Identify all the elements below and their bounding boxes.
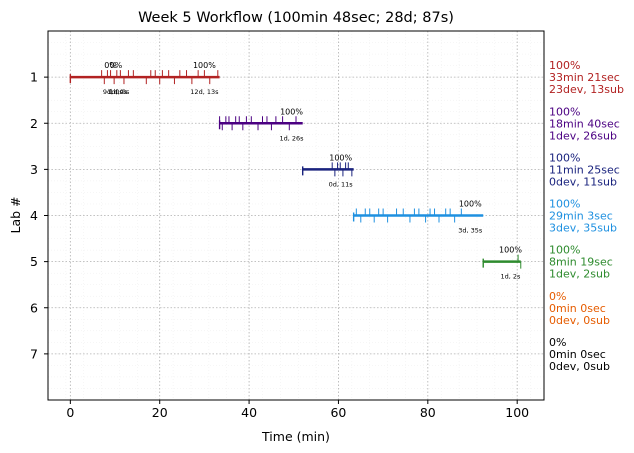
lab-4-annotation: 100%: [459, 200, 482, 209]
lab-2-summary-line: 100%: [549, 105, 580, 118]
lab-5-annotation: 1d, 2s: [501, 273, 522, 281]
lab-6-summary-line: 0dev, 0sub: [549, 314, 610, 327]
x-tick-label: 100: [505, 405, 529, 420]
lab-7-summary-line: 0min 0sec: [549, 348, 606, 361]
lab-3-summary-line: 11min 25sec: [549, 163, 620, 176]
x-axis-label: Time (min): [261, 429, 330, 444]
lab-6-summary-line: 0min 0sec: [549, 302, 606, 315]
lab-3-summary-line: 0dev, 11sub: [549, 175, 617, 188]
y-tick-label: 6: [30, 300, 38, 315]
lab-2-summary-line: 18min 40sec: [549, 117, 620, 130]
x-tick-label: 0: [66, 405, 74, 420]
lab-6-summary-line: 0%: [549, 290, 566, 303]
lab-4-summary-line: 100%: [549, 198, 580, 211]
lab-2-annotation: 100%: [280, 107, 303, 116]
lab-5-summary-line: 8min 19sec: [549, 256, 613, 269]
lab-1-annotation: 0%: [104, 61, 117, 70]
lab-3-summary-line: 100%: [549, 151, 580, 164]
lab-1-summary-line: 23dev, 13sub: [549, 83, 624, 96]
y-axis-ticks: 1 2 3 4 5 6 7: [30, 70, 48, 361]
lab-3-annotation: 0d, 11s: [329, 180, 354, 188]
lab-1-annotation: 1d, 0s: [107, 88, 128, 96]
y-tick-label: 3: [30, 162, 38, 177]
lab-4-summary-line: 3dev, 35sub: [549, 222, 617, 235]
y-tick-label: 7: [30, 346, 38, 361]
lab-1-summary-line: 33min 21sec: [549, 71, 620, 84]
lab-1-annotation: 1d, 0s: [110, 88, 131, 96]
y-tick-label: 1: [30, 70, 38, 85]
lab-5-summary-line: 100%: [549, 244, 580, 257]
lab-1-summary-line: 100%: [549, 59, 580, 72]
lab-1-annotation: 9d, 0s: [103, 88, 124, 96]
lab-1-annotation: 0%: [110, 61, 123, 70]
x-tick-label: 60: [330, 405, 346, 420]
lab-1-annotation: 100%: [193, 61, 216, 70]
x-axis-ticks: 0 20 40 60 80 100: [66, 400, 529, 420]
x-tick-label: 80: [420, 405, 436, 420]
y-tick-label: 4: [30, 208, 38, 223]
lab-4-annotation: 3d, 35s: [458, 227, 483, 235]
lab-7-summary-line: 0%: [549, 336, 566, 349]
lab-5-summary-line: 1dev, 2sub: [549, 268, 610, 281]
lab-2-annotation: 1d, 26s: [280, 134, 305, 142]
lab-4-summary-line: 29min 3sec: [549, 210, 613, 223]
lab-2-summary-line: 1dev, 26sub: [549, 129, 617, 142]
lab-5-annotation: 100%: [499, 246, 522, 255]
x-tick-label: 20: [152, 405, 168, 420]
chart-title: Week 5 Workflow (100min 48sec; 28d; 87s): [138, 10, 454, 26]
lab-7-summary-line: 0dev, 0sub: [549, 360, 610, 373]
y-tick-label: 5: [30, 254, 38, 269]
x-tick-label: 40: [241, 405, 257, 420]
lab-1-annotation: 12d, 13s: [190, 88, 219, 96]
y-tick-label: 2: [30, 116, 38, 131]
lab-3-annotation: 100%: [329, 153, 352, 162]
y-axis-label: Lab #: [8, 196, 23, 233]
